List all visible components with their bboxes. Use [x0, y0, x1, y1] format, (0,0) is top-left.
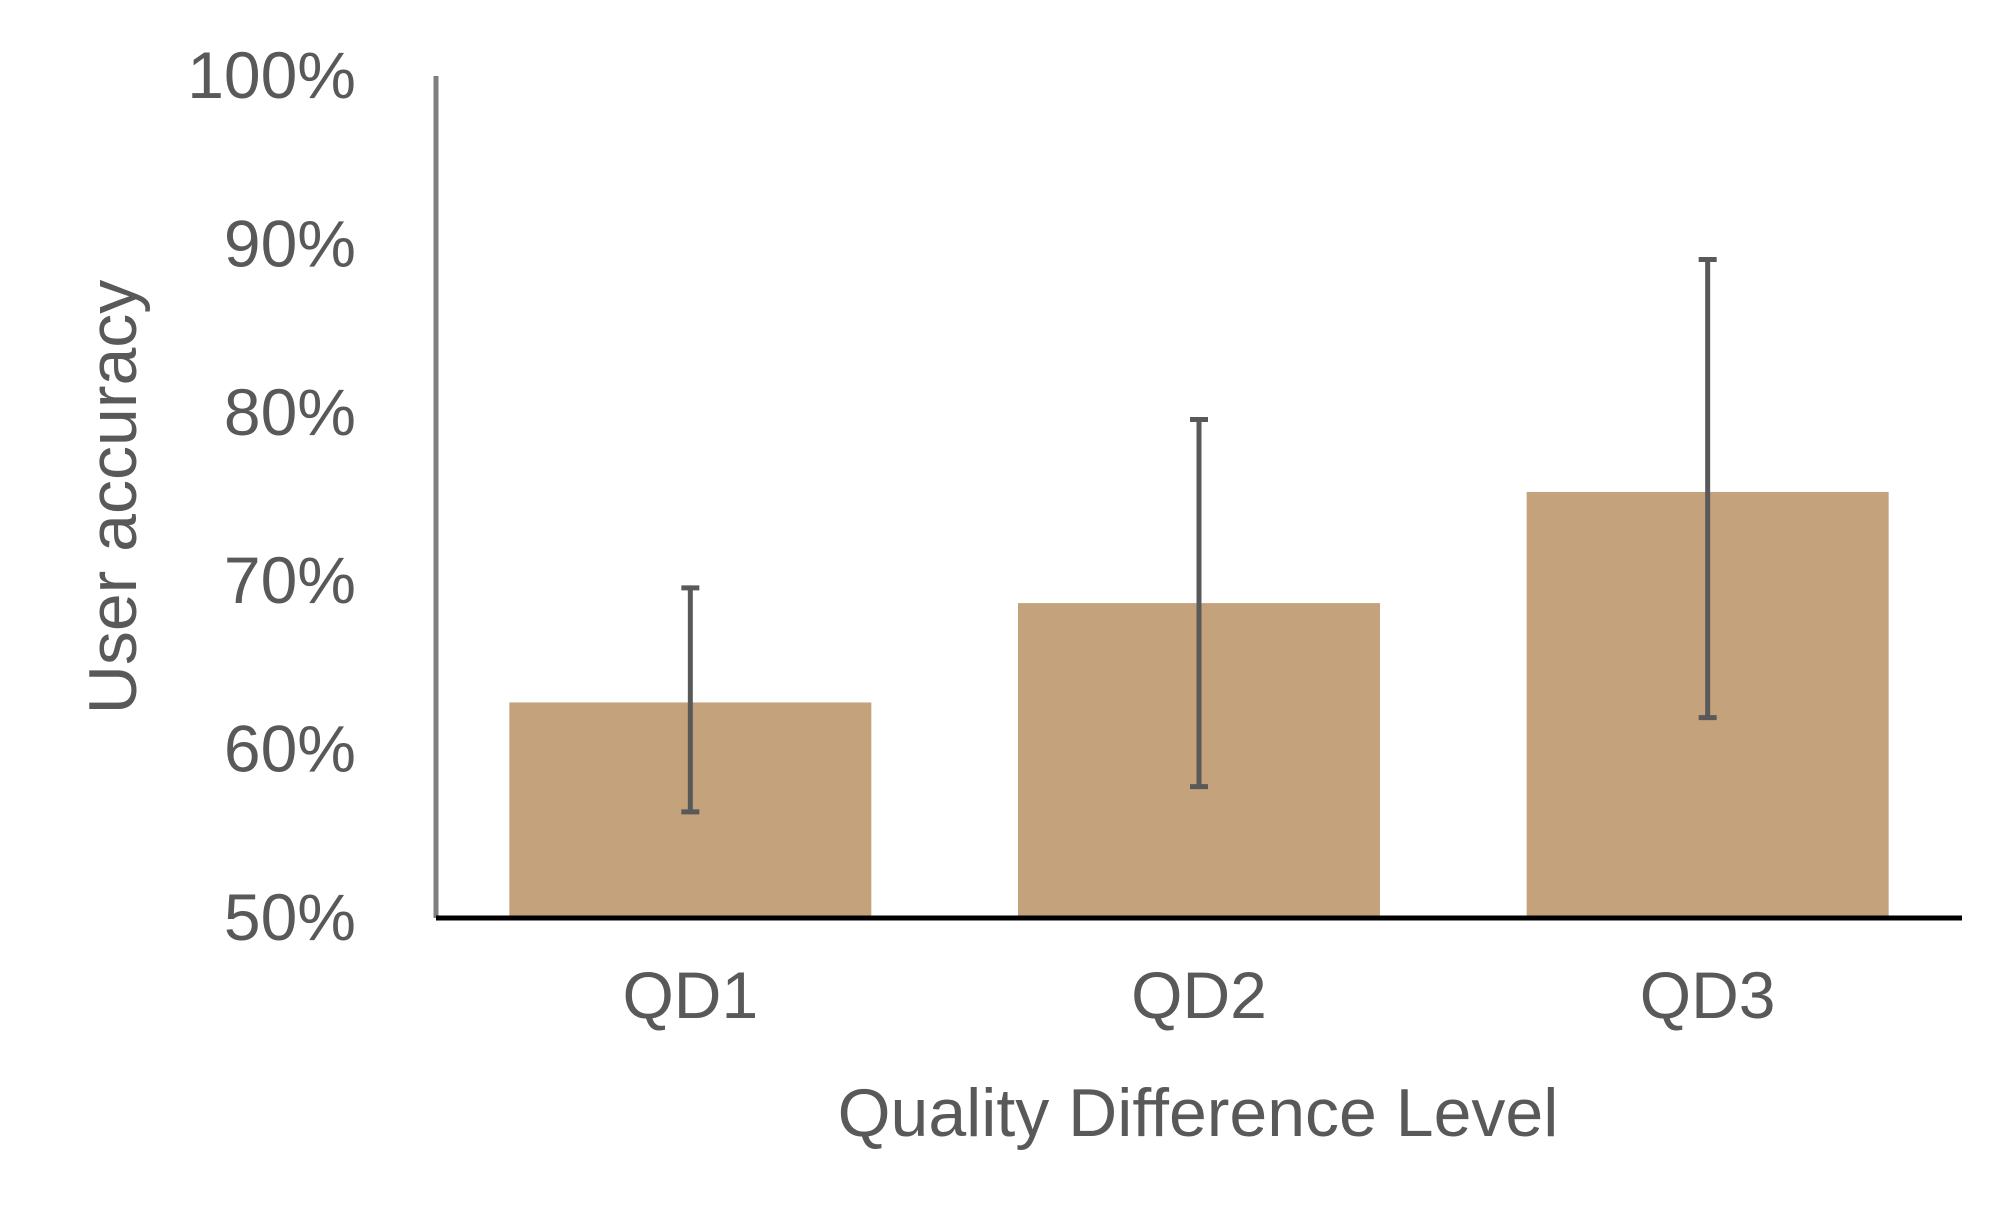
x-category-label: QD2 — [1131, 958, 1267, 1032]
error-bar-qd2 — [1190, 417, 1208, 790]
y-tick-labels: 50% 60% 70% 80% 90% 100% — [187, 38, 356, 954]
x-category-label: QD1 — [622, 958, 758, 1032]
y-tick-label: 90% — [224, 206, 356, 280]
error-bars-group — [681, 257, 1717, 815]
y-tick-label: 50% — [224, 880, 356, 954]
x-category-labels: QD1 QD2 QD3 — [622, 958, 1775, 1032]
y-axis-title: User accuracy — [75, 280, 151, 715]
error-bar-qd3 — [1698, 257, 1717, 721]
y-tick-label: 80% — [224, 375, 356, 449]
x-axis-title: Quality Difference Level — [838, 1075, 1559, 1151]
error-bar-qd1 — [681, 585, 700, 815]
y-tick-label: 70% — [224, 543, 356, 617]
y-tick-label: 100% — [187, 38, 356, 112]
x-category-label: QD3 — [1640, 958, 1776, 1032]
y-tick-label: 60% — [224, 712, 356, 786]
